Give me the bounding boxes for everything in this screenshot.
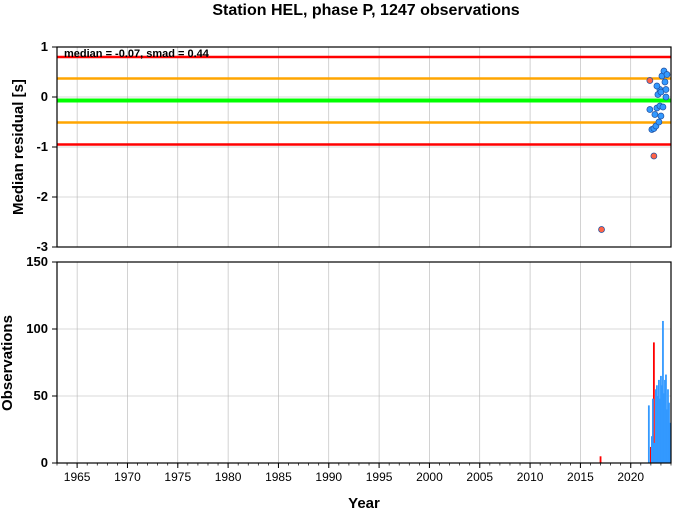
observation-bar: [659, 398, 661, 463]
residual-point: [646, 77, 654, 84]
residual-point: [655, 118, 663, 126]
observations-ytick-label: 100: [26, 321, 48, 336]
x-tick-label: 1990: [315, 470, 342, 484]
observation-bar: [649, 446, 652, 463]
observation-bar: [661, 385, 663, 463]
observation-bar: [599, 456, 602, 463]
residual-point: [651, 111, 659, 118]
observations-ytick-label: 50: [34, 388, 48, 403]
observation-bar: [664, 379, 666, 463]
x-tick-label: 2015: [567, 470, 594, 484]
observation-bar: [658, 379, 660, 463]
observation-bar: [655, 389, 657, 463]
residual-point: [646, 106, 654, 113]
observation-bar: [651, 398, 654, 463]
observation-bar: [667, 389, 669, 463]
residual-panel: 1 0 -1 -2 -3 median = -0.07, smad = 0.44 Med…: [10, 39, 672, 254]
x-tick-label: 2020: [617, 470, 644, 484]
observation-bar: [657, 396, 659, 463]
observation-bar: [669, 422, 671, 463]
observation-bar: [660, 375, 662, 463]
observation-bar: [647, 405, 650, 463]
residual-point: [598, 226, 605, 233]
observation-bar: [663, 393, 665, 463]
observations-panel-frame: [56, 261, 672, 464]
observations-y-label: Observations: [0, 315, 16, 411]
residual-ytick-label: -1: [36, 139, 48, 154]
observation-bar: [666, 409, 668, 463]
x-axis-label: Year: [348, 495, 380, 511]
residual-point: [662, 93, 670, 101]
observations-panel: 150 100 50 0 1965 1970 1975 1980 1985 1990 1995 20…: [0, 254, 672, 511]
residual-ytick-label: -3: [36, 239, 48, 254]
residual-annotation: median = -0.07, smad = 0.44: [64, 48, 210, 60]
observations-ytick-label: 0: [41, 455, 48, 470]
x-tick-label: 1975: [164, 470, 191, 484]
residual-point: [663, 71, 671, 78]
residual-point: [659, 103, 667, 111]
observation-bar: [652, 342, 655, 463]
observation-bar: [650, 436, 653, 463]
observation-bar: [662, 320, 664, 463]
x-tick-label: 1995: [366, 470, 393, 484]
residual-point: [661, 78, 669, 86]
observation-bar: [665, 374, 667, 463]
residual-y-label: Median residual [s]: [10, 79, 27, 215]
residual-ytick-label: 1: [41, 39, 48, 54]
residual-point: [657, 112, 665, 120]
observations-ytick-label: 150: [26, 254, 48, 269]
residual-ytick-label: -2: [36, 189, 48, 204]
x-tick-label: 1980: [215, 470, 242, 484]
observation-bar: [653, 442, 656, 463]
residual-point: [650, 152, 658, 160]
x-tick-label: 1965: [64, 470, 91, 484]
x-tick-label: 2000: [416, 470, 443, 484]
observation-bar: [656, 385, 658, 463]
x-tick-label: 1970: [114, 470, 141, 484]
residual-point: [662, 86, 670, 93]
x-tick-label: 2010: [517, 470, 544, 484]
x-tick-label: 1985: [265, 470, 292, 484]
residual-ytick-label: 0: [41, 89, 48, 104]
residual-point: [653, 82, 661, 90]
x-tick-label: 2005: [466, 470, 493, 484]
observation-bar: [668, 402, 670, 463]
chart-title: Station HEL, phase P, 1247 observations: [212, 2, 519, 19]
